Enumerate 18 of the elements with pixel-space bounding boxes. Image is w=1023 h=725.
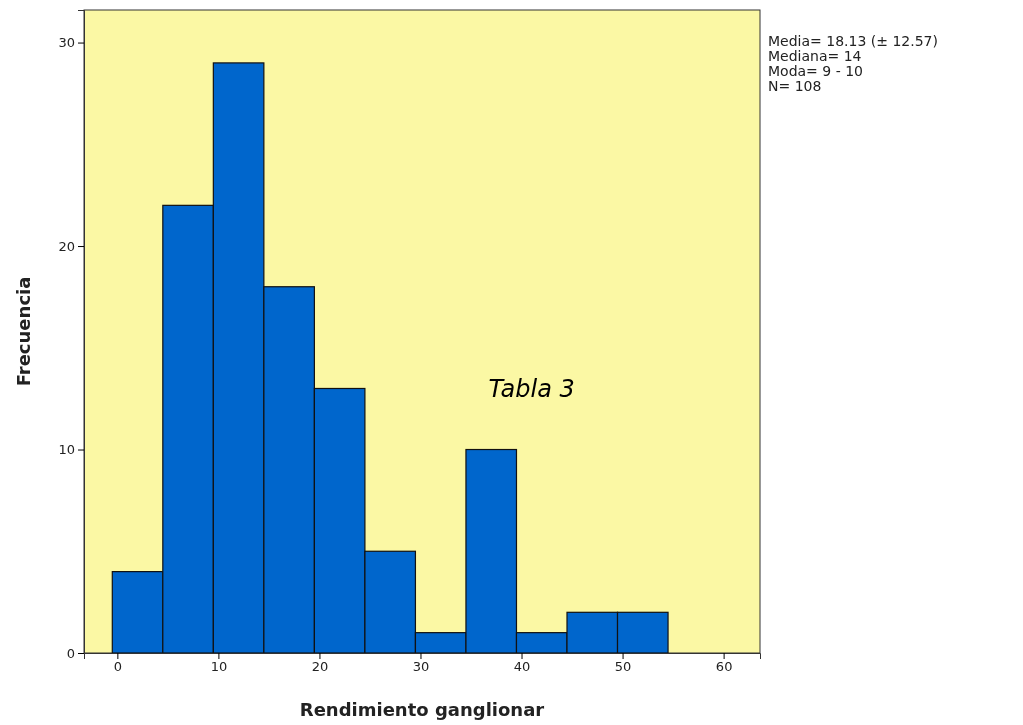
x-tick-label: 20 — [311, 659, 329, 675]
text: Media= 18.13 (± 12.57) — [768, 33, 938, 49]
text: Mediana= 14 — [768, 48, 862, 64]
text: N= 108 — [768, 78, 822, 94]
x-tick-label: 50 — [614, 659, 632, 675]
x-tick-label: 40 — [513, 659, 531, 675]
x-tick-label: 0 — [113, 659, 122, 675]
x-tick-label: 10 — [210, 659, 228, 675]
x-tick-label: 60 — [715, 659, 733, 675]
x-axis-title: Rendimiento ganglionar — [299, 699, 545, 720]
y-tick-label: 10 — [58, 442, 75, 458]
y-tick-label: 0 — [66, 645, 75, 661]
annotation: Tabla 3 — [488, 374, 575, 403]
x-tick-label: 30 — [412, 659, 430, 675]
y-tick-label: 30 — [58, 35, 75, 51]
y-axis-title: Frecuencia — [13, 276, 34, 387]
text: Moda= 9 - 10 — [768, 63, 863, 79]
y-tick-label: 20 — [58, 238, 75, 254]
